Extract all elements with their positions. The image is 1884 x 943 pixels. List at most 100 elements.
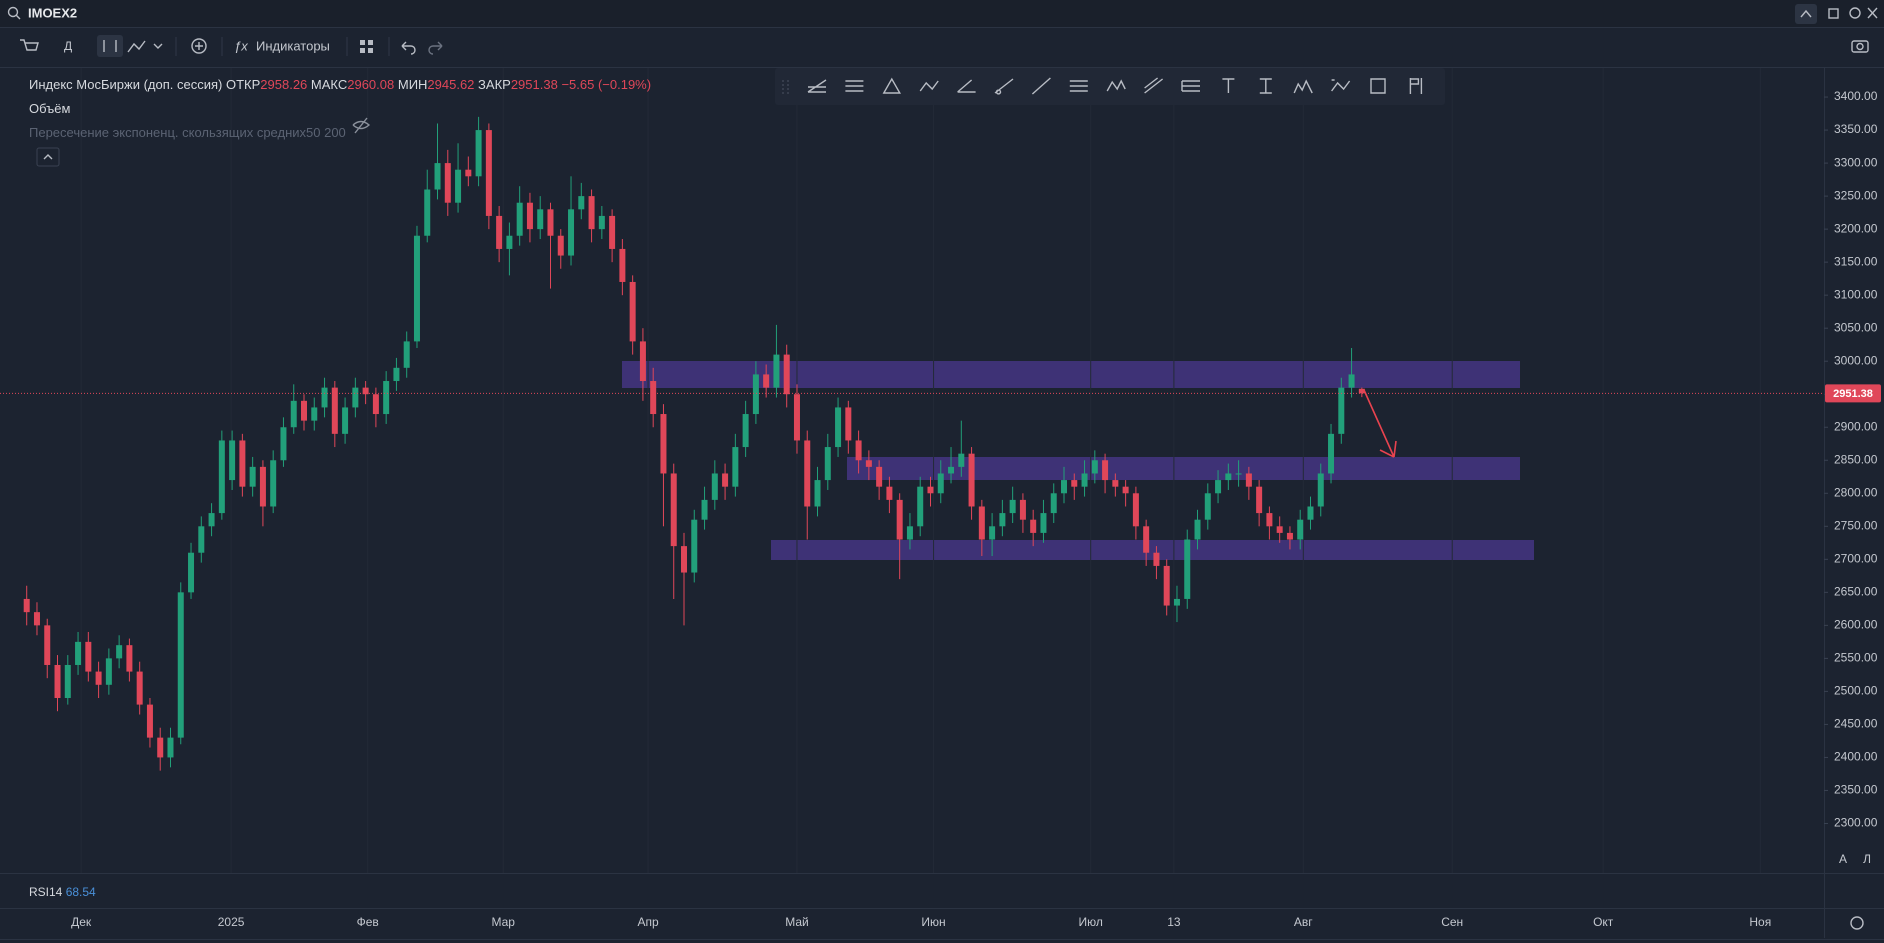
candle-body [958,453,965,467]
camera-icon[interactable] [1851,40,1869,53]
timeframe[interactable]: Д [64,39,72,53]
candle-body [362,387,369,395]
drawing-tool[interactable] [1069,80,1088,92]
x-tick-label: Фев [357,915,379,929]
ema-overlay[interactable]: Пересечение экспоненц. скользящих средни… [29,125,346,140]
y-tick-label: 3300.00 [1834,155,1878,169]
fx-icon: ƒx [234,38,248,53]
chart-type-button[interactable] [97,35,123,57]
drawing-tool[interactable] [1409,78,1423,94]
drawing-tool[interactable] [807,79,827,93]
drawing-tool[interactable] [1181,80,1200,92]
camera-icon [1856,42,1864,51]
candle-body [722,473,729,487]
candle-body [598,215,605,230]
zones [622,361,1534,560]
drawing-tool[interactable] [957,79,976,93]
collapse-legend[interactable] [36,147,60,167]
candle-body [54,664,61,698]
add-icon[interactable] [191,38,207,54]
candle-body [290,400,297,428]
candle-body [1317,473,1324,507]
candle-body [742,414,749,448]
candle-body [1348,374,1355,388]
add-icon [195,42,203,50]
search-icon[interactable] [7,6,19,18]
redo-icon[interactable] [428,41,443,55]
candle-body [670,473,677,547]
candle-body [188,552,195,593]
drawing-tool[interactable] [1106,79,1126,92]
candle-body [526,202,533,230]
last-price-tag [1825,384,1881,403]
y-tick-label: 3250.00 [1834,188,1878,202]
x-tick-label: 13 [1167,915,1181,929]
drawing-tool[interactable] [1259,78,1272,94]
hide-icon[interactable] [352,117,371,134]
candle-body [1225,473,1232,481]
candle-body [968,453,975,507]
candle-body [814,480,821,507]
area-icon[interactable] [127,40,146,53]
candle-body [1286,532,1293,540]
candle-body [763,374,770,388]
support-zone[interactable] [771,540,1534,560]
dropdown-icon[interactable] [153,43,163,49]
candle-body [1338,387,1345,434]
collapse-button[interactable] [1795,4,1817,24]
candle-body [64,664,71,698]
resistance-zone[interactable] [622,361,1520,388]
candle-body [1122,486,1129,494]
y-tick-label: 2600.00 [1834,618,1878,632]
forecast-arrow[interactable] [1363,389,1397,458]
drawing-tool[interactable] [1144,77,1164,94]
candle-body [1307,506,1314,520]
candle-body [33,612,40,626]
y-tick-label: 2700.00 [1834,551,1878,565]
y-tick-label: 3000.00 [1834,353,1878,367]
range-zone[interactable] [847,457,1520,480]
window-icon[interactable] [1828,8,1839,19]
axis-settings-icon[interactable] [1850,916,1864,930]
candle-body [876,466,883,487]
log-scale-button[interactable]: Л [1863,852,1871,866]
drawing-tool[interactable] [1331,79,1351,92]
drawing-tool[interactable] [1031,77,1051,95]
undo-icon[interactable] [401,41,416,55]
drawing-tool[interactable] [845,80,864,92]
drawing-tool[interactable] [882,77,902,94]
candle-icon [103,40,117,52]
candle-body [588,196,595,230]
candle-body [105,658,112,685]
candle-body [948,466,955,474]
drawing-tool[interactable] [919,80,939,92]
candle-body [331,387,338,434]
candle-body [116,645,123,659]
drawing-tool[interactable] [1293,79,1313,94]
x-tick-label: 2025 [218,915,245,929]
candle-body [1071,480,1078,487]
volume-overlay[interactable]: Объём [29,101,71,116]
candle-body [732,447,739,487]
cart-icon[interactable] [20,39,39,51]
y-tick-label: 2350.00 [1834,783,1878,797]
candle-body [1091,460,1098,474]
candle-body [1061,480,1067,494]
indicators-button[interactable]: Индикаторы [256,38,330,53]
candle-body [496,215,503,249]
symbol[interactable]: IMOEX2 [28,5,77,20]
layout-icon[interactable] [360,40,373,53]
auto-scale-button[interactable]: A [1839,852,1847,866]
settings-icon[interactable] [1849,7,1861,19]
drawing-tool[interactable] [994,78,1014,95]
y-tick-label: 2300.00 [1834,816,1878,830]
y-tick-label: 3150.00 [1834,254,1878,268]
close-icon[interactable] [1867,7,1878,19]
candle-body [681,546,687,573]
y-tick-label: 2800.00 [1834,485,1878,499]
drawing-tool[interactable] [1370,78,1386,94]
drawing-tool[interactable] [1222,78,1235,93]
candle-body [249,466,256,487]
x-tick-label: Мар [492,915,516,929]
